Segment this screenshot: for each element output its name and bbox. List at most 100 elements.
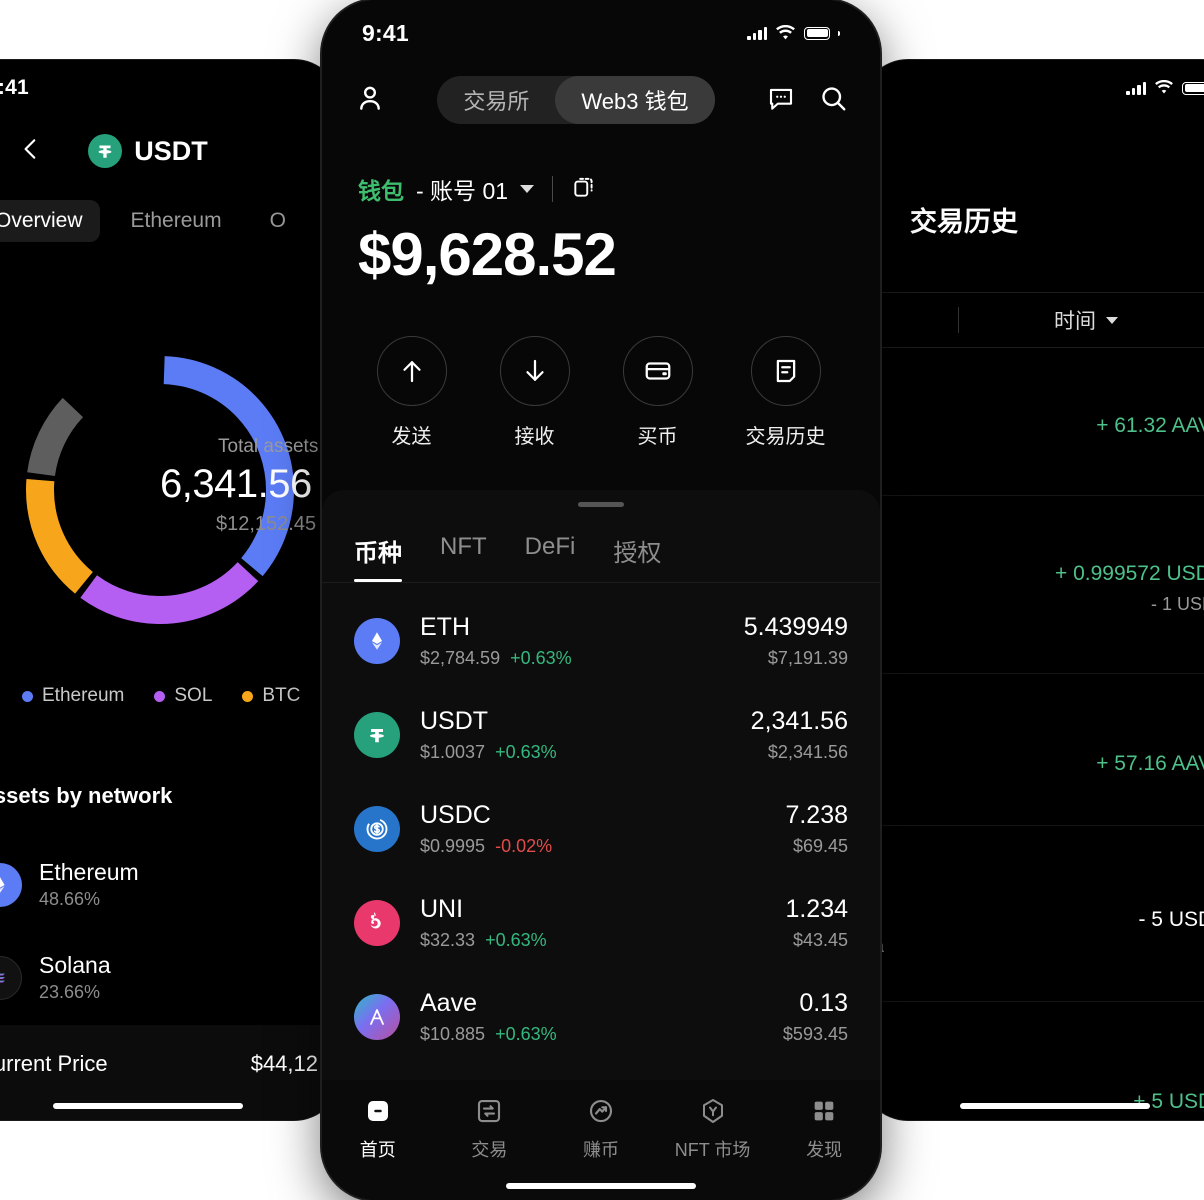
assets-donut-chart: Total assets 6,341.56 $12,152.45 [10,340,340,640]
back-icon[interactable] [18,136,44,162]
filter-time-label: 时间 [1054,310,1096,333]
quick-actions: 发送 接收 买币 交易 [322,336,880,449]
solana-icon [0,955,22,1000]
wallet-name: 钱包 [358,178,404,204]
row-subamount: - 1 USDT [1150,594,1204,614]
token-change: +0.63% [510,648,572,668]
legend-label: BTC [262,685,301,706]
status-bar-center: 9:41 [322,0,880,66]
token-change: -0.02% [495,836,553,856]
list-item[interactable]: USDT $1.0037 +0.63% 2,341.56 $2,341.56 [322,688,880,782]
row-amount: + 61.32 AAVE [1096,414,1204,437]
legend-dot-icon [154,690,166,702]
phone-right-screen: 9:41 交易历史 [862,60,1204,1120]
wallet-selector[interactable]: 钱包 - 账号 01 [358,172,597,206]
chevron-down-icon [520,185,535,193]
token-info: USDC $0.9995 -0.02% [420,801,765,857]
phone-left: 9:41 USDT Overview Ethereum O [0,60,340,1120]
donut-center-text: Total assets 6,341.56 $12,152.45 [160,436,340,536]
nav-label: NFT 市场 [674,1140,751,1160]
token-amount: 0.13 [799,989,848,1017]
person-icon[interactable] [354,82,386,119]
tab-ethereum[interactable]: Ethereum [130,209,222,232]
filter-time-dropdown[interactable]: 时间 [1054,305,1118,335]
nav-trade[interactable]: 交易 [439,1094,539,1162]
token-symbol: USDC [420,801,491,829]
network-name: Solana [39,952,111,978]
nav-nft-market[interactable]: NFT 市场 [663,1094,763,1162]
segment-web3-wallet[interactable]: Web3 钱包 [555,76,715,124]
token-info: USDT $1.0037 +0.63% [420,707,731,763]
tether-icon [354,712,400,758]
tab-overview[interactable]: Overview [0,200,100,242]
tab-defi[interactable]: DeFi [524,533,576,560]
action-buy[interactable]: 买币 [622,336,693,449]
token-values: 7.238 $69.45 [785,801,848,857]
legend-dot-icon [242,690,254,702]
donut-subvalue: $12,152.45 [216,513,317,535]
list-item[interactable]: ETH $2,784.59 +0.63% 5.439949 $7,191.39 [322,594,880,688]
tabs-divider [322,582,880,583]
token-symbol: UNI [420,895,464,923]
token-price-row: $0.9995 -0.02% [420,836,765,857]
nav-discover[interactable]: 发现 [774,1094,874,1162]
table-row[interactable]: + 0.999572 USDC - 1 USDT [862,496,1204,674]
copy-icon[interactable] [571,174,597,205]
wallet-balance: $9,628.52 [358,221,617,288]
chat-icon[interactable] [766,83,796,118]
ethereum-icon [354,618,400,664]
table-row[interactable]: + 61.32 AAVE [862,348,1204,496]
left-navbar: USDT [0,126,340,188]
list-item[interactable]: Ethereum 48.66% [0,838,340,931]
list-item[interactable]: USDC $0.9995 -0.02% 7.238 $69.45 [322,782,880,876]
row-amount: + 57.16 AAVE [1096,752,1204,775]
current-price-value: $44,12 [250,1051,318,1076]
action-send[interactable]: 发送 [376,336,447,449]
table-row[interactable]: + 5 USDT ba86 [862,1002,1204,1120]
status-bar-left: 9:41 [0,60,340,116]
status-indicators [1126,80,1204,96]
signal-icon [747,26,767,40]
signal-icon [1126,81,1146,95]
tab-other[interactable]: O [269,209,286,232]
discover-icon [810,1094,838,1128]
donut-label: Total assets [218,436,319,457]
token-price: $32.33 [420,930,476,950]
sheet-grabber[interactable] [578,502,624,507]
donut-legend: Ethereum SOL BTC [22,685,300,707]
segment-exchange[interactable]: 交易所 [463,89,530,114]
tab-tokens[interactable]: 币种 [354,533,402,582]
action-history[interactable]: 交易历史 [746,336,826,449]
list-item[interactable]: Aave $10.885 +0.63% 0.13 $593.45 [322,970,880,1064]
search-icon[interactable] [818,83,848,118]
table-row[interactable]: - 5 USDT 0a [862,826,1204,1002]
nav-earn[interactable]: 赚币 [551,1094,651,1162]
list-item-text: Solana 23.66% [39,952,111,1003]
tab-nft[interactable]: NFT [440,533,487,560]
token-price: $0.9995 [420,836,486,856]
tab-approvals[interactable]: 授权 [613,540,662,567]
wifi-icon [776,24,795,39]
legend-item: SOL [154,685,212,707]
token-info: Aave $10.885 +0.63% [420,989,763,1045]
home-icon [363,1094,393,1128]
action-receive[interactable]: 接收 [499,336,570,449]
nav-home[interactable]: 首页 [328,1094,428,1162]
nav-label: 发现 [806,1140,843,1160]
mode-segmented-control: 交易所 Web3 钱包 [437,76,715,124]
asset-tabs: 币种 NFT DeFi 授权 [322,507,880,582]
list-item[interactable]: UNI $32.33 +0.63% 1.234 $43.45 [322,876,880,970]
nav-label: 赚币 [582,1140,619,1160]
token-usd-value: $2,341.56 [767,742,848,762]
token-values: 1.234 $43.45 [785,895,848,951]
uniswap-icon [354,900,400,946]
table-row[interactable]: + 57.16 AAVE [862,674,1204,826]
page-title-group: USDT [0,134,340,168]
row-amount: + 5 USDT [1133,1090,1204,1113]
token-price-row: $10.885 +0.63% [420,1024,763,1045]
list-item[interactable]: Solana 23.66% [0,931,340,1024]
row-amount: + 0.999572 USDC [1054,562,1204,585]
network-name: Ethereum [39,859,139,885]
token-change: +0.63% [495,742,557,762]
